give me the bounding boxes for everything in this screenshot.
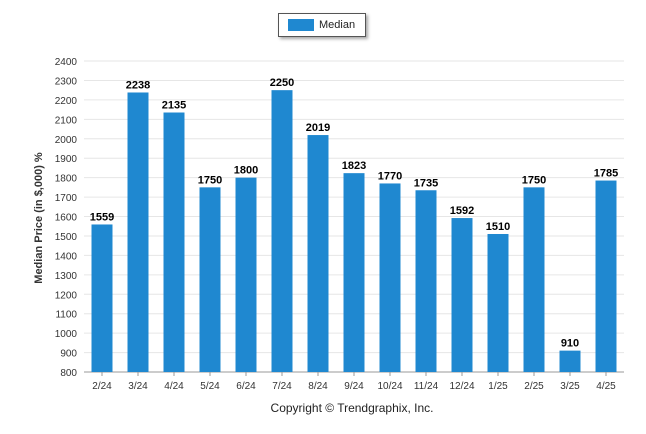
data-label: 2135 (162, 100, 186, 112)
x-tick-label: 1/25 (488, 381, 508, 392)
x-tick-label: 10/24 (377, 381, 402, 392)
x-tick-label: 2/25 (524, 381, 544, 392)
data-label: 1592 (450, 205, 474, 217)
y-tick-label: 1900 (55, 154, 78, 165)
bar-1-25 (487, 233, 509, 372)
x-tick-label: 3/24 (128, 381, 148, 392)
data-label: 1750 (522, 174, 546, 186)
data-label: 1800 (234, 165, 258, 177)
bar-12-24 (451, 218, 473, 372)
bar-3-25 (559, 350, 581, 372)
y-axis-label: Median Price (in $,000) % (33, 152, 45, 284)
x-tick-label: 9/24 (344, 381, 364, 392)
x-tick-label: 2/24 (92, 381, 112, 392)
y-tick-label: 1000 (55, 329, 78, 340)
bar-4-25 (595, 180, 617, 372)
bar-7-24 (271, 90, 293, 372)
y-tick-label: 1600 (55, 213, 78, 224)
bar-8-24 (307, 135, 329, 372)
x-tick-label: 5/24 (200, 381, 220, 392)
bar-11-24 (415, 190, 437, 372)
legend-swatch (288, 19, 314, 31)
y-tick-label: 2100 (55, 115, 78, 126)
bar-2-25 (523, 187, 545, 372)
x-tick-label: 3/25 (560, 381, 580, 392)
data-label: 2019 (306, 122, 330, 134)
y-tick-label: 1100 (55, 310, 77, 321)
data-label: 2238 (126, 79, 150, 91)
data-label: 1770 (378, 170, 402, 182)
data-label: 1735 (414, 177, 438, 189)
data-label: 1750 (198, 174, 222, 186)
x-tick-label: 11/24 (414, 381, 439, 392)
bar-9-24 (343, 173, 365, 372)
y-tick-label: 1200 (55, 290, 78, 301)
y-tick-label: 800 (60, 368, 77, 379)
x-tick-label: 6/24 (236, 381, 256, 392)
x-tick-label: 7/24 (272, 381, 292, 392)
x-tick-label: 8/24 (308, 381, 328, 392)
y-tick-label: 900 (60, 349, 77, 360)
bar-10-24 (379, 183, 401, 372)
bar-2-24 (91, 224, 113, 372)
bar-4-24 (163, 112, 185, 373)
copyright-text: Copyright © Trendgraphix, Inc. (270, 401, 434, 415)
y-tick-label: 2200 (55, 96, 78, 107)
bar-5-24 (199, 187, 221, 372)
data-label: 910 (561, 338, 579, 350)
y-tick-label: 1800 (55, 174, 78, 185)
legend[interactable]: Median (278, 13, 366, 37)
bar-3-24 (127, 92, 149, 373)
y-tick-label: 2300 (55, 76, 78, 87)
y-tick-label: 1700 (55, 193, 78, 204)
y-tick-label: 2000 (55, 135, 78, 146)
legend-label-median: Median (319, 19, 356, 31)
x-tick-label: 4/25 (596, 381, 616, 392)
y-tick-label: 2400 (55, 57, 78, 68)
x-tick-label: 12/24 (449, 381, 474, 392)
y-tick-label: 1400 (55, 251, 78, 262)
bar-6-24 (235, 177, 257, 372)
y-tick-label: 1500 (55, 232, 78, 243)
data-label: 1510 (486, 221, 510, 233)
x-tick-label: 4/24 (164, 381, 184, 392)
data-label: 2250 (270, 77, 294, 89)
data-label: 1823 (342, 160, 366, 172)
data-label: 1785 (594, 168, 618, 180)
y-tick-label: 1300 (55, 271, 78, 282)
data-label: 1559 (90, 211, 114, 223)
